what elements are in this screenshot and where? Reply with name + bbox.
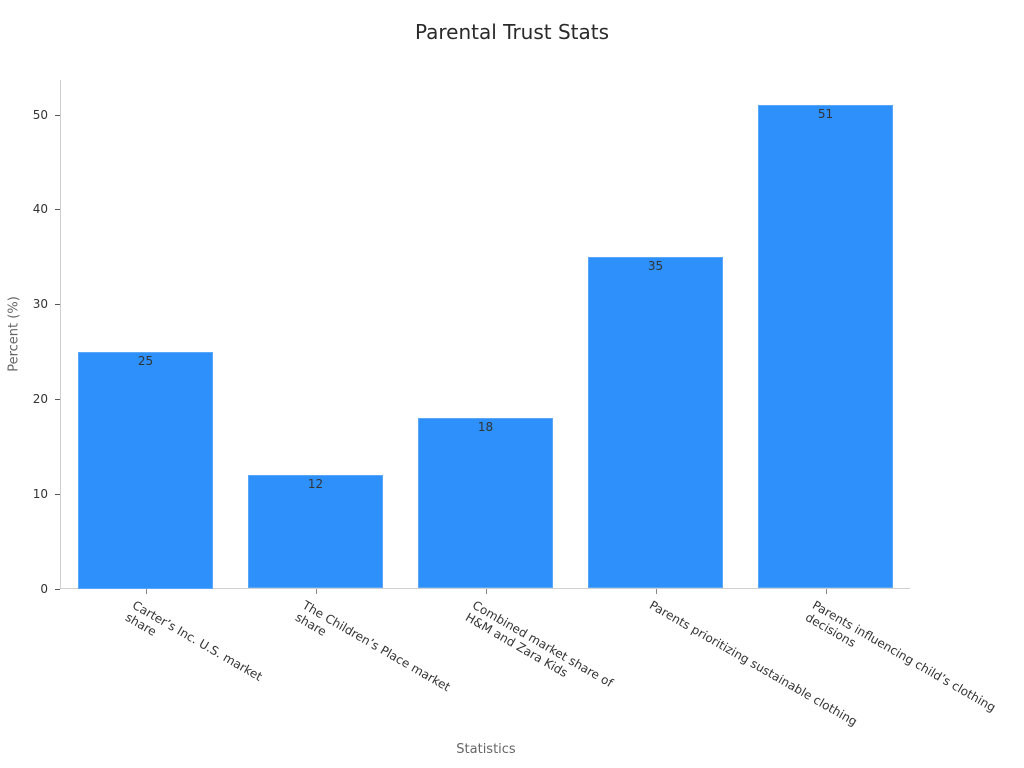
x-tick-label: Carter’s Inc. U.S. market share: [122, 598, 265, 684]
y-tick: [55, 494, 60, 495]
x-tick: [656, 589, 657, 594]
y-tick: [55, 209, 60, 210]
x-tick-label: The Children’s Place market share: [292, 598, 453, 695]
y-tick: [55, 399, 60, 400]
bar: [78, 351, 213, 589]
y-tick-label: 10: [32, 486, 48, 501]
y-tick: [55, 304, 60, 305]
x-tick: [146, 589, 147, 594]
x-tick: [316, 589, 317, 594]
y-tick-label: 20: [32, 391, 48, 406]
y-tick-label: 40: [32, 202, 48, 217]
x-tick: [826, 589, 827, 594]
bar-value-label: 35: [647, 258, 664, 273]
x-tick: [486, 589, 487, 594]
x-axis-line: [60, 588, 910, 589]
bar-value-label: 51: [817, 107, 834, 122]
bar-value-label: 25: [137, 353, 154, 368]
bar: [418, 417, 553, 589]
y-axis-line: [60, 80, 61, 589]
y-tick: [55, 115, 60, 116]
bar: [248, 474, 383, 589]
y-tick: [55, 589, 60, 590]
bar: [588, 256, 723, 589]
y-tick-label: 30: [32, 297, 48, 312]
bar-value-label: 12: [307, 476, 324, 491]
bar-value-label: 18: [477, 419, 494, 434]
y-tick-label: 50: [32, 107, 48, 122]
y-tick-label: 0: [40, 581, 48, 596]
bar: [758, 105, 893, 589]
x-axis-label: Statistics: [456, 742, 516, 757]
x-tick-label: Combined market share of H&M and Zara Ki…: [462, 598, 615, 691]
chart-title: Parental Trust Stats: [414, 20, 610, 44]
